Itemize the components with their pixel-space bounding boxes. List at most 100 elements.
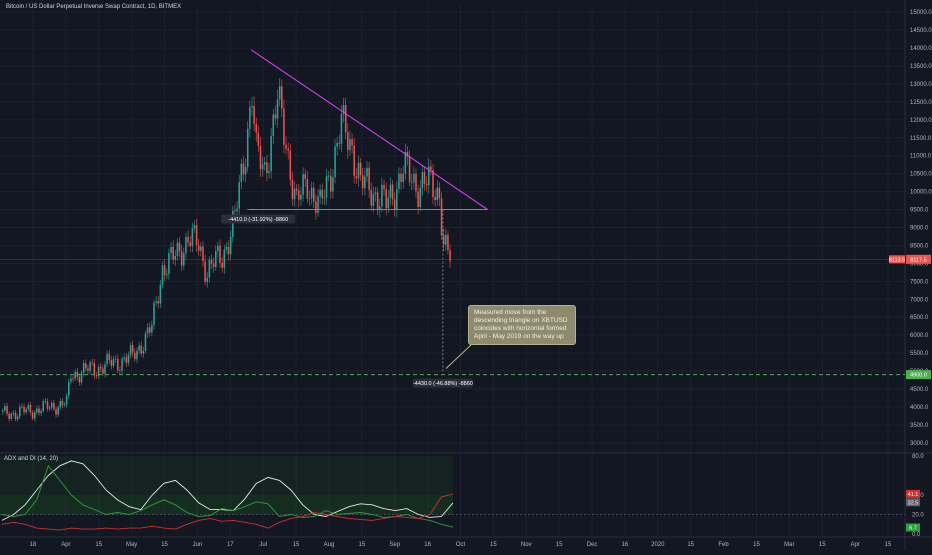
candle bbox=[108, 353, 111, 361]
candle bbox=[234, 210, 236, 212]
candle bbox=[406, 152, 409, 157]
callout-note[interactable]: Measured move from the descending triang… bbox=[468, 305, 576, 345]
candle bbox=[389, 184, 392, 198]
adx-tag-adx: 32.5 bbox=[906, 498, 920, 507]
candle bbox=[123, 357, 125, 359]
adx-tag-bg bbox=[906, 498, 920, 507]
candle bbox=[315, 201, 317, 213]
candle bbox=[423, 172, 426, 184]
measure-label-bottom-bg bbox=[412, 378, 473, 388]
candle bbox=[99, 366, 102, 369]
y-tick-label: 14000.0 bbox=[910, 46, 932, 52]
candle bbox=[50, 402, 53, 408]
candle bbox=[351, 139, 353, 146]
candle bbox=[404, 152, 407, 174]
candle bbox=[70, 378, 72, 382]
candle bbox=[57, 407, 59, 415]
di-plus-line bbox=[1, 464, 454, 528]
candle bbox=[191, 228, 194, 246]
candle bbox=[19, 406, 21, 417]
candle bbox=[398, 173, 400, 190]
candle bbox=[159, 284, 162, 304]
candle bbox=[180, 251, 183, 266]
candle bbox=[447, 234, 449, 251]
y-tick-label: 7000.0 bbox=[910, 297, 929, 303]
last-price-tag-small: 8113.5 bbox=[889, 255, 905, 264]
candle bbox=[327, 175, 330, 177]
candle bbox=[23, 406, 25, 413]
candle bbox=[219, 245, 221, 263]
measure-label-top: -4410.0 (-31.92%) -8860 bbox=[221, 214, 296, 224]
candle bbox=[146, 327, 149, 334]
candle bbox=[330, 175, 332, 192]
candle bbox=[387, 197, 390, 209]
candle bbox=[125, 357, 128, 363]
candle bbox=[187, 236, 189, 243]
candle bbox=[127, 354, 130, 363]
candle bbox=[287, 148, 289, 151]
last-price-tag-small-bg bbox=[889, 255, 905, 264]
candle bbox=[95, 375, 98, 377]
candle bbox=[359, 162, 362, 176]
candle bbox=[189, 242, 191, 246]
candle bbox=[361, 175, 364, 189]
candle bbox=[29, 405, 32, 413]
candle bbox=[300, 194, 302, 200]
candle bbox=[344, 105, 347, 133]
y-tick-label: 4000.0 bbox=[910, 405, 929, 411]
x-tick-label: 16 bbox=[424, 542, 431, 548]
candle bbox=[415, 173, 417, 192]
candle bbox=[332, 177, 334, 192]
candle bbox=[78, 376, 81, 383]
candle bbox=[410, 181, 413, 183]
candle bbox=[425, 183, 428, 186]
candle bbox=[321, 189, 324, 199]
candle bbox=[434, 196, 436, 201]
candle bbox=[291, 179, 294, 200]
candle bbox=[82, 363, 85, 373]
indicator-title: ADX and DI (14, 20) bbox=[4, 456, 59, 462]
candle bbox=[253, 105, 255, 125]
candle bbox=[131, 345, 134, 353]
candle bbox=[65, 395, 68, 405]
x-tick-label: Mar bbox=[784, 542, 794, 548]
adx-tag-di_minus: 41.1 bbox=[906, 489, 920, 498]
x-tick-label: 18 bbox=[30, 542, 37, 548]
candle bbox=[289, 150, 292, 180]
x-tick-label: 15 bbox=[885, 542, 892, 548]
x-tick-label: 2020 bbox=[651, 542, 665, 548]
candle bbox=[336, 142, 338, 147]
candle bbox=[263, 162, 266, 165]
candle bbox=[449, 250, 451, 262]
candle bbox=[27, 405, 30, 409]
candle bbox=[25, 408, 27, 413]
candle bbox=[325, 176, 328, 198]
y-tick-label: 12500.0 bbox=[910, 100, 932, 106]
candle bbox=[6, 406, 8, 414]
x-tick-label: 15 bbox=[293, 542, 300, 548]
candle bbox=[319, 189, 321, 197]
candle bbox=[281, 86, 283, 109]
candle bbox=[236, 208, 238, 212]
candle bbox=[285, 144, 287, 149]
candle bbox=[61, 400, 64, 406]
candle bbox=[46, 401, 49, 409]
candle bbox=[268, 171, 270, 173]
candle bbox=[140, 345, 142, 354]
candle bbox=[349, 139, 351, 150]
candle bbox=[142, 350, 145, 354]
candle bbox=[157, 301, 160, 304]
candle bbox=[308, 198, 311, 199]
candle bbox=[227, 246, 230, 255]
last-price-tag-small-text: 8113.5 bbox=[889, 257, 905, 263]
y-tick-label: 7500.0 bbox=[910, 279, 929, 285]
last-price-tag-text: 8117.5 bbox=[910, 257, 926, 263]
x-tick-label: Apr bbox=[850, 542, 859, 548]
candle bbox=[206, 277, 209, 282]
candle bbox=[59, 400, 62, 408]
candle bbox=[338, 142, 341, 144]
candle bbox=[232, 210, 234, 237]
candle bbox=[396, 189, 398, 211]
